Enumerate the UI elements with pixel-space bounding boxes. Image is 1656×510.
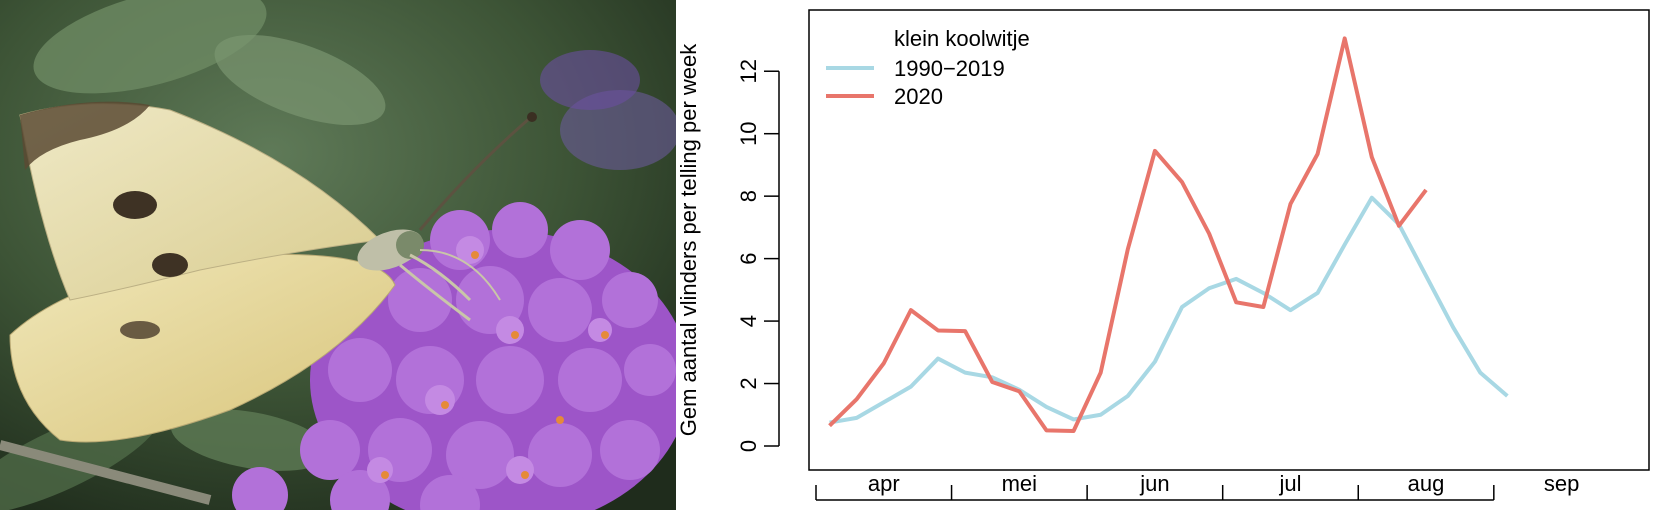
x-tick-label-apr: apr [868,471,900,496]
plot-frame [808,9,1650,471]
legend-label-1990-2019: 1990−2019 [894,56,1005,81]
y-tick-label: 8 [736,190,761,202]
x-tick-label-mei: mei [1002,471,1037,496]
series-line-2020 [828,36,1428,434]
y-axis-title: Gem aantal vlinders per telling per week [676,43,701,437]
series-layer [828,36,1509,434]
legend-title: klein koolwitje [894,26,1030,51]
chart-legend: klein koolwitje 1990−2019 2020 [826,26,1030,109]
legend-label-2020: 2020 [894,84,943,109]
y-tick-label: 10 [736,121,761,145]
y-tick-label: 0 [736,440,761,452]
x-tick-label-jun: jun [1139,471,1169,496]
y-axis: 0 2 4 6 8 10 12 [736,59,780,452]
y-tick-label: 4 [736,315,761,327]
x-tick-label-aug: aug [1408,471,1445,496]
series-line-1990-2019 [829,195,1509,425]
x-tick-label-sep: sep [1544,471,1579,496]
butterfly-photo [0,0,676,510]
x-tick-label-jul: jul [1278,471,1301,496]
butterfly-count-chart: 0 2 4 6 8 10 12 apr mei jun jul aug sep Gem aantal … [676,9,1650,501]
y-tick-label: 6 [736,252,761,264]
y-tick-label: 2 [736,377,761,389]
x-axis: apr mei jun jul aug sep [815,471,1579,501]
y-tick-label: 12 [736,59,761,83]
